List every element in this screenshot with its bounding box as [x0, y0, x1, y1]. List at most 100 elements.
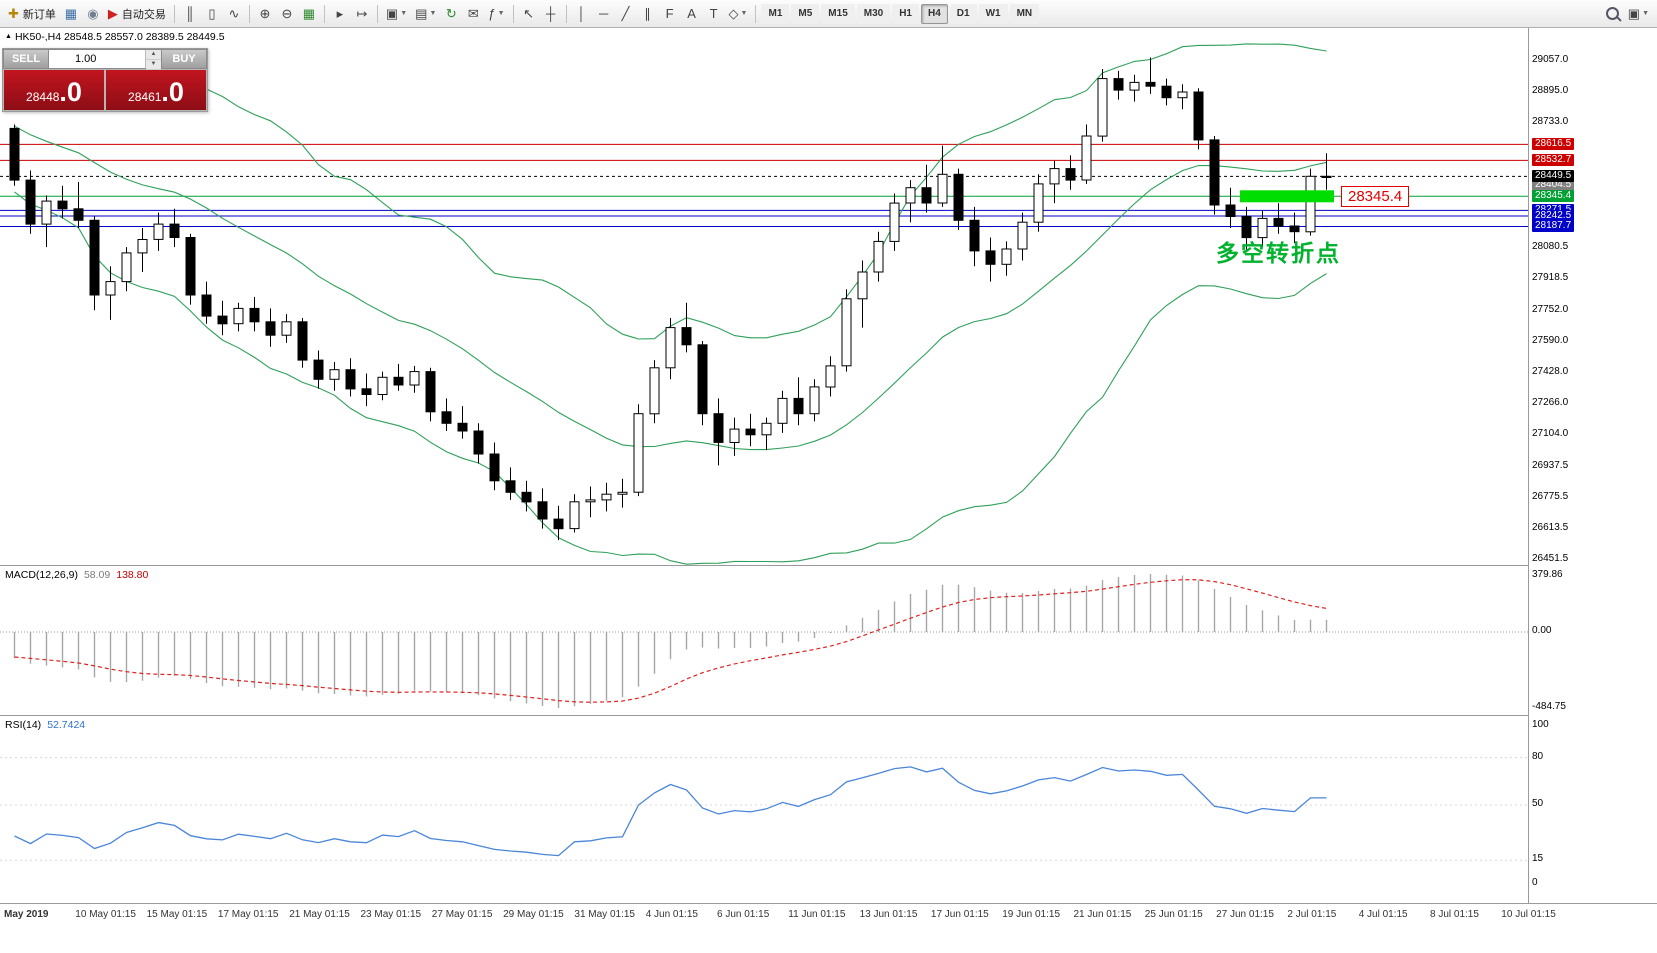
price-axis-label: 27428.0: [1532, 365, 1569, 377]
time-axis-label: 19 Jun 01:15: [1002, 909, 1061, 920]
new-order-label: 新订单: [22, 8, 56, 21]
search-icon: [1606, 7, 1620, 20]
timeframe-h1-button[interactable]: H1: [892, 3, 919, 24]
candlestick-chart-button[interactable]: ▯: [201, 3, 223, 25]
line-chart-button[interactable]: ∿: [223, 3, 245, 25]
candlestick-canvas[interactable]: [0, 28, 1528, 565]
time-axis-label: 2 Jul 01:15: [1287, 909, 1337, 920]
price-axis[interactable]: 29057.0 28895.0 28733.0 28080.5 27918.5 27752…: [1528, 28, 1657, 903]
buy-button[interactable]: BUY: [161, 49, 207, 69]
new-order-button[interactable]: ✚ 新订单: [4, 3, 60, 25]
price-axis-label: 0: [1532, 877, 1538, 888]
arrows-caret-icon: ▼: [740, 10, 748, 17]
price-axis-label: 27266.0: [1532, 397, 1569, 408]
price-axis-label: 27590.0: [1532, 334, 1569, 346]
indicators-caret-icon: ▼: [497, 10, 505, 17]
volume-input[interactable]: [49, 50, 145, 68]
cursor-button[interactable]: ↖: [518, 3, 540, 25]
time-axis-label: 10 May 01:15: [75, 909, 136, 920]
timeframe-m1-button[interactable]: M1: [761, 3, 790, 24]
history-center-icon: ◉: [87, 6, 99, 21]
rsi-label: RSI(14) 52.7424: [5, 719, 86, 731]
timeframe-h4-button[interactable]: H4: [921, 3, 948, 24]
tile-windows-icon: ▦: [302, 6, 316, 21]
profiles-button[interactable]: ▤ ▼: [411, 3, 440, 25]
auto-trading-button[interactable]: ▶ 自动交易: [104, 3, 170, 25]
time-axis-label: 27 Jun 01:15: [1216, 909, 1274, 920]
chart-expand-icon[interactable]: ▲: [5, 33, 12, 40]
trendline-icon: ╱: [621, 6, 630, 21]
new-chart-caret-icon: ▼: [400, 10, 408, 17]
sell-price-main: 28448: [26, 90, 60, 104]
symbol-ohlc-text: HK50-,H4 28548.5 28557.0 28389.5 28449.5: [14, 31, 225, 43]
mail-button[interactable]: ✉: [462, 3, 484, 25]
time-axis[interactable]: May 2019 10 May 01:15 15 May 01:15 17 May 0…: [0, 903, 1657, 953]
macd-canvas[interactable]: [0, 566, 1528, 716]
chart-shift-button[interactable]: ↦: [351, 3, 373, 25]
time-axis-label: 31 May 01:15: [574, 909, 635, 920]
time-axis-label: 13 Jun 01:15: [859, 909, 918, 920]
vertical-line-button[interactable]: │: [571, 3, 593, 25]
sell-price-box[interactable]: 28448.0: [4, 70, 104, 110]
fibonacci-button[interactable]: F: [659, 3, 681, 25]
price-level-tag: 28616.5: [1532, 138, 1575, 151]
timeframe-mn-button[interactable]: MN: [1009, 3, 1040, 24]
history-center-button[interactable]: ◉: [82, 3, 104, 25]
chart-window-button[interactable]: ▦: [60, 3, 82, 25]
zoom-out-button[interactable]: ⊖: [276, 3, 298, 25]
volume-up-button[interactable]: ▲: [146, 50, 161, 60]
price-axis-label: 28080.5: [1532, 241, 1569, 253]
zoom-in-button[interactable]: ⊕: [254, 3, 276, 25]
price-axis-label: 27104.0: [1532, 428, 1569, 440]
new-chart-button[interactable]: ▣ ▼: [382, 3, 411, 25]
equidistant-channel-icon: ∥: [644, 6, 651, 21]
crosshair-button[interactable]: ┼: [540, 3, 562, 25]
search-button[interactable]: [1602, 3, 1624, 25]
tile-windows-button[interactable]: ▦: [298, 3, 320, 25]
volume-down-button[interactable]: ▼: [146, 60, 161, 70]
crosshair-icon: ┼: [545, 6, 556, 21]
main-chart-panel: ▲ HK50-,H4 28548.5 28557.0 28389.5 28449.…: [0, 28, 1657, 565]
data-window-icon: ▣: [1627, 6, 1641, 21]
timeframe-d1-button[interactable]: D1: [949, 3, 977, 24]
timeframe-w1-button[interactable]: W1: [978, 3, 1008, 24]
buy-price-box[interactable]: 28461.0: [106, 70, 206, 110]
time-axis-label: 8 Jul 01:15: [1430, 909, 1479, 920]
text-label-button[interactable]: T: [703, 3, 725, 25]
price-axis-label: 27918.5: [1532, 272, 1569, 284]
time-axis-label: 11 Jun 01:15: [788, 909, 846, 920]
rsi-canvas[interactable]: [0, 716, 1528, 904]
price-axis-label: 80: [1532, 750, 1544, 762]
price-axis-label: 379.86: [1532, 569, 1563, 580]
bar-chart-button[interactable]: ║: [179, 3, 201, 25]
indicators-button[interactable]: ƒ ▼: [484, 3, 508, 25]
rsi-indicator-panel: RSI(14) 52.7424: [0, 715, 1657, 903]
trendline-button[interactable]: ╱: [615, 3, 637, 25]
refresh-button[interactable]: ↻: [440, 3, 462, 25]
text-button[interactable]: A: [681, 3, 703, 25]
price-level-tag: 28345.4: [1532, 190, 1575, 203]
auto-scroll-button[interactable]: ▸: [329, 3, 351, 25]
timeframe-m5-button[interactable]: M5: [791, 3, 820, 24]
price-axis-label: 29057.0: [1532, 54, 1569, 65]
sell-button[interactable]: SELL: [3, 49, 49, 69]
price-axis-label: 0.00: [1532, 625, 1552, 636]
horizontal-line-button[interactable]: ─: [593, 3, 615, 25]
toolbar-separator: [173, 4, 175, 23]
volume-field: ▲ ▼: [49, 49, 161, 70]
one-click-trading-panel: SELL ▲ ▼ BUY 28448.0 28461.0: [2, 48, 208, 112]
arrows-button[interactable]: ◇ ▼: [725, 3, 752, 25]
toolbar-separator: [323, 4, 325, 23]
mail-icon: ✉: [467, 6, 479, 21]
timeframe-m15-button[interactable]: M15: [821, 3, 855, 24]
timeframe-m30-button[interactable]: M30: [856, 3, 891, 24]
turning-point-annotation: 多空转折点: [1216, 240, 1341, 266]
time-axis-label: 17 May 01:15: [217, 909, 279, 920]
profiles-caret-icon: ▼: [429, 10, 437, 17]
data-window-button[interactable]: ▣ ▼: [1624, 3, 1653, 25]
equidistant-channel-button[interactable]: ∥: [637, 3, 659, 25]
price-axis-label: 50: [1532, 798, 1544, 809]
price-axis-label: 28733.0: [1532, 116, 1569, 128]
macd-signal-value: 138.80: [116, 569, 149, 581]
time-axis-label: 25 Jun 01:15: [1144, 909, 1203, 920]
